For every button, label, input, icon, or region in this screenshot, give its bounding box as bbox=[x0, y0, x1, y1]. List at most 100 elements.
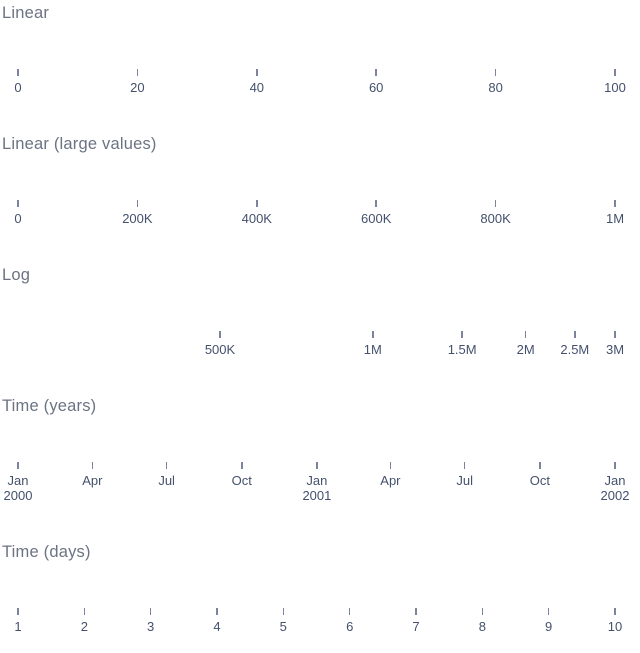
tick-label-line1: Jan bbox=[7, 473, 29, 488]
tick-label-line1: Oct bbox=[529, 473, 550, 488]
tick-label: 4 bbox=[172, 619, 262, 634]
tick-label-line1: 100 bbox=[604, 80, 626, 95]
tick-mark bbox=[415, 608, 417, 615]
tick-mark bbox=[614, 608, 616, 615]
tick-label-line1: 400K bbox=[241, 211, 272, 226]
tick-label-line1: 3 bbox=[147, 619, 155, 634]
tick-mark bbox=[83, 608, 86, 615]
tick-label-line1: 10 bbox=[607, 619, 623, 634]
tick-label-line1: Apr bbox=[82, 473, 103, 488]
tick-label-line1: 40 bbox=[249, 80, 265, 95]
tick-label-line1: 5 bbox=[279, 619, 287, 634]
tick-label: 9 bbox=[504, 619, 594, 634]
tick-mark bbox=[282, 608, 285, 615]
tick-mark bbox=[494, 200, 497, 207]
tick-label-line2: 2002 bbox=[600, 488, 630, 503]
tick-label: 1M bbox=[328, 342, 418, 357]
tick-label-line1: 9 bbox=[545, 619, 553, 634]
axis-section-title: Time (years) bbox=[2, 397, 97, 415]
tick-label-line1: Jan bbox=[604, 473, 626, 488]
tick-mark bbox=[614, 331, 616, 338]
tick-label: 40 bbox=[212, 80, 302, 95]
axis-section-title: Linear (large values) bbox=[2, 135, 157, 153]
tick-label: 100 bbox=[570, 80, 640, 95]
tick-label: Jan 2000 bbox=[0, 473, 63, 503]
tick-label-line1: 1.5M bbox=[447, 342, 477, 357]
tick-label: 400K bbox=[212, 211, 302, 226]
tick-label-line2: 2000 bbox=[3, 488, 33, 503]
tick-label: 3M bbox=[570, 342, 640, 357]
tick-label-line1: Apr bbox=[380, 473, 401, 488]
tick-label-line1: 2.5M bbox=[560, 342, 590, 357]
tick-mark bbox=[17, 200, 19, 207]
axis-section-title: Log bbox=[2, 266, 31, 284]
tick-label-line1: Oct bbox=[231, 473, 252, 488]
tick-mark bbox=[481, 608, 484, 615]
tick-label: Jan 2002 bbox=[570, 473, 640, 503]
tick-label: 200K bbox=[92, 211, 182, 226]
tick-label-line1: 7 bbox=[412, 619, 420, 634]
tick-label-line1: 80 bbox=[488, 80, 503, 95]
tick-label-line1: 1M bbox=[363, 342, 382, 357]
tick-mark bbox=[614, 69, 616, 76]
axis-section: Time (days) 1 2 3 4 5 6 7 8 9 10 bbox=[0, 543, 640, 653]
tick-label-line2: 2001 bbox=[302, 488, 332, 503]
axis-section: Linear (large values) 0 200K 400K 600K 8… bbox=[0, 135, 640, 255]
tick-label: 1 bbox=[0, 619, 63, 634]
axis-section-title: Linear bbox=[2, 4, 50, 22]
tick-label: 5 bbox=[238, 619, 328, 634]
tick-label: 20 bbox=[92, 80, 182, 95]
tick-label-line1: 2 bbox=[80, 619, 88, 634]
tick-mark bbox=[165, 462, 168, 469]
tick-label: 8 bbox=[437, 619, 527, 634]
tick-mark bbox=[614, 200, 616, 207]
tick-mark bbox=[17, 608, 19, 615]
tick-label-line1: 1M bbox=[605, 211, 625, 226]
tick-mark bbox=[375, 69, 377, 76]
tick-mark bbox=[17, 69, 19, 76]
tick-mark bbox=[389, 462, 392, 469]
axis-section: Linear 0 20 40 60 80 100 bbox=[0, 4, 640, 124]
tick-label-line1: 0 bbox=[14, 80, 22, 95]
axis-section: Log 500K 1M 1.5M 2M 2.5M 3M bbox=[0, 266, 640, 386]
tick-mark bbox=[614, 462, 616, 469]
tick-mark bbox=[494, 69, 497, 76]
tick-mark bbox=[461, 331, 463, 338]
tick-mark bbox=[348, 608, 351, 615]
tick-mark bbox=[316, 462, 318, 469]
tick-label-line1: Jul bbox=[456, 473, 474, 488]
tick-mark bbox=[256, 200, 258, 207]
tick-label: 80 bbox=[451, 80, 541, 95]
tick-label: 0 bbox=[0, 80, 63, 95]
tick-mark bbox=[524, 331, 527, 338]
tick-label-line1: 600K bbox=[361, 211, 392, 226]
tick-label: 600K bbox=[331, 211, 421, 226]
tick-label: Jul bbox=[420, 473, 510, 488]
tick-label: 0 bbox=[0, 211, 63, 226]
tick-mark bbox=[539, 462, 541, 469]
tick-label: 7 bbox=[371, 619, 461, 634]
tick-label: 60 bbox=[331, 80, 421, 95]
tick-label-line1: Jan bbox=[306, 473, 328, 488]
tick-mark bbox=[149, 608, 152, 615]
tick-label-line1: 200K bbox=[122, 211, 153, 226]
tick-label-line1: 4 bbox=[213, 619, 221, 634]
tick-label-line1: 6 bbox=[346, 619, 354, 634]
tick-label: Apr bbox=[47, 473, 137, 488]
tick-label: 3 bbox=[106, 619, 196, 634]
tick-label: Apr bbox=[345, 473, 435, 488]
tick-mark bbox=[463, 462, 466, 469]
tick-mark bbox=[574, 331, 576, 338]
tick-label-line1: 800K bbox=[480, 211, 511, 226]
tick-label: Jul bbox=[122, 473, 212, 488]
tick-label: 2 bbox=[39, 619, 129, 634]
tick-label: 10 bbox=[570, 619, 640, 634]
tick-mark bbox=[372, 331, 374, 338]
tick-label: 2.5M bbox=[530, 342, 620, 357]
tick-label-line1: 0 bbox=[14, 211, 22, 226]
tick-label-line1: Jul bbox=[158, 473, 175, 488]
tick-mark bbox=[375, 200, 377, 207]
tick-mark bbox=[17, 462, 19, 469]
tick-label-line1: 1 bbox=[14, 619, 22, 634]
tick-mark bbox=[241, 462, 243, 469]
